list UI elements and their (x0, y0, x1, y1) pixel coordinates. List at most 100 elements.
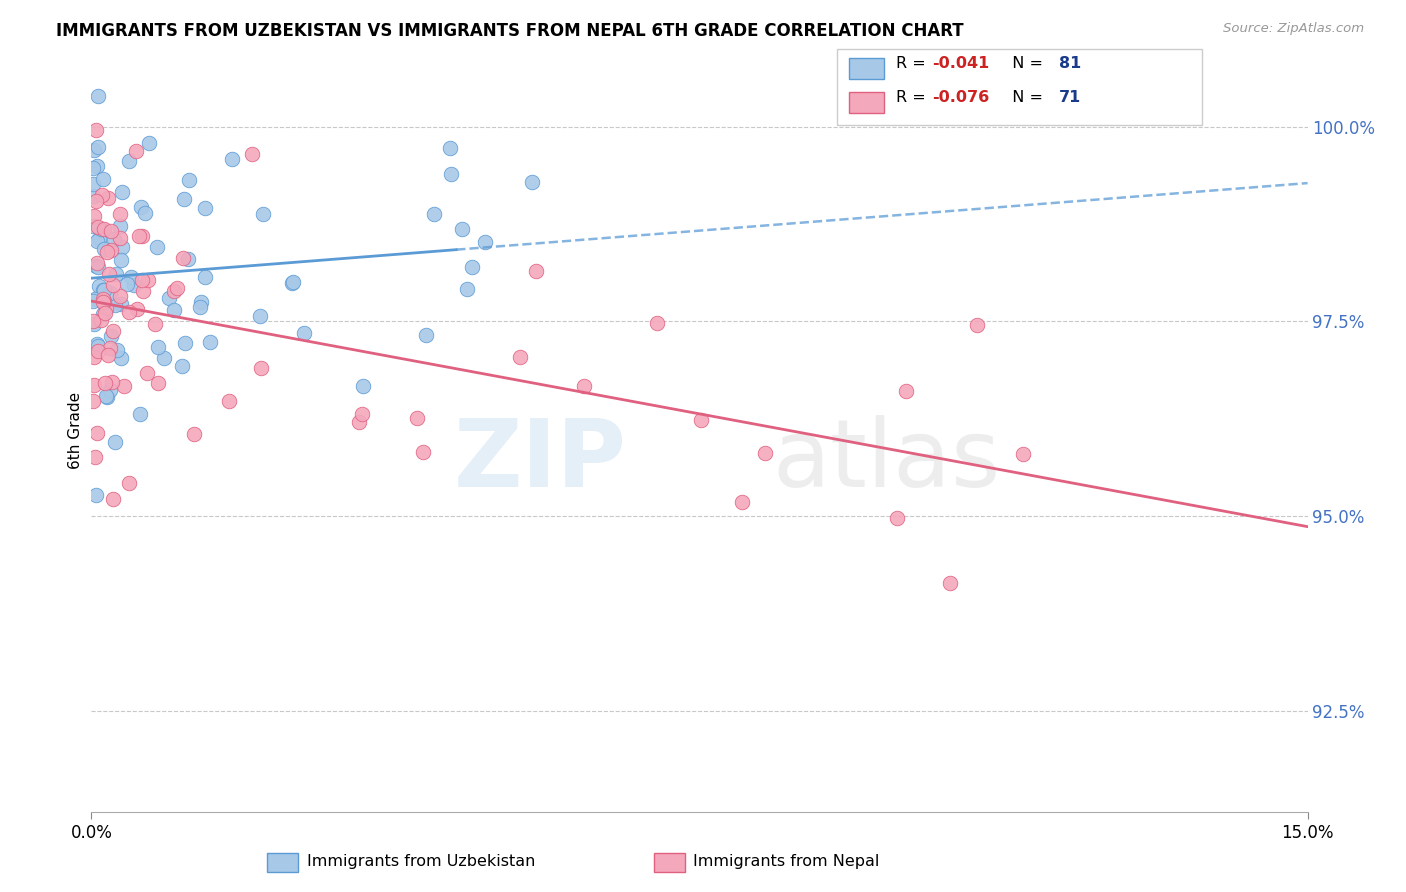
Point (173, 192, 195, 206)
Point (194, 270, 217, 285)
Point (83, 292, 105, 306)
Point (82, 177, 104, 191)
Point (101, 324, 124, 338)
Text: -0.076: -0.076 (932, 90, 990, 105)
Point (252, 207, 274, 221)
Point (347, 416, 370, 430)
Point (939, 576, 962, 591)
Point (83, 378, 105, 392)
Point (87, 219, 110, 234)
Point (94, 301, 117, 316)
Point (412, 445, 434, 459)
Point (439, 167, 461, 181)
Point (131, 228, 153, 243)
Point (96, 244, 118, 259)
Point (87, 343, 110, 358)
Point (218, 394, 240, 409)
Text: ZIP: ZIP (454, 415, 627, 507)
Point (82, 293, 104, 308)
Point (731, 494, 754, 508)
Point (83, 350, 105, 364)
Point (86, 426, 108, 441)
Point (690, 413, 713, 427)
Point (94, 376, 117, 391)
Point (87, 339, 110, 353)
Point (115, 277, 138, 291)
Point (886, 511, 908, 525)
Text: 71: 71 (1059, 90, 1081, 105)
Point (966, 318, 988, 332)
Point (91, 295, 114, 310)
Point (86, 256, 108, 270)
Point (163, 303, 186, 318)
Point (136, 366, 159, 380)
Point (91, 187, 114, 202)
Point (194, 201, 217, 215)
Point (90, 313, 112, 327)
Point (221, 152, 243, 166)
Point (127, 301, 149, 316)
Point (461, 260, 484, 274)
Point (86, 337, 108, 351)
Point (110, 231, 132, 245)
Point (108, 207, 131, 221)
Point (110, 219, 132, 234)
Point (292, 326, 315, 340)
Point (172, 359, 194, 373)
Point (128, 407, 150, 421)
Point (103, 277, 125, 292)
Point (281, 275, 304, 289)
Point (101, 375, 124, 389)
Text: R =: R = (896, 56, 931, 71)
Point (98, 286, 121, 301)
Point (350, 407, 373, 421)
Point (91, 295, 114, 310)
Point (138, 136, 160, 151)
Point (474, 235, 496, 249)
Point (136, 272, 159, 286)
Point (146, 376, 169, 390)
Point (352, 379, 374, 393)
Point (84, 259, 107, 273)
Point (190, 300, 212, 314)
Point (93, 243, 115, 257)
Point (82, 314, 104, 328)
Point (83, 143, 105, 157)
Point (143, 317, 166, 331)
Point (122, 278, 145, 293)
Point (100, 224, 122, 238)
Point (96, 390, 118, 404)
Text: Source: ZipAtlas.com: Source: ZipAtlas.com (1223, 22, 1364, 36)
Point (86, 160, 108, 174)
Point (524, 263, 547, 277)
Text: 81: 81 (1059, 56, 1081, 71)
Point (90, 222, 112, 236)
Point (125, 144, 148, 158)
Point (249, 309, 271, 323)
Point (91, 171, 114, 186)
Point (93, 292, 115, 306)
Point (415, 327, 437, 342)
Point (131, 272, 153, 286)
Point (451, 222, 474, 236)
Point (87, 260, 110, 275)
Point (118, 305, 141, 319)
Point (647, 316, 669, 330)
Point (111, 185, 134, 199)
Point (83, 209, 105, 223)
Point (97, 191, 120, 205)
Point (93, 293, 115, 308)
Point (91, 283, 114, 297)
Point (153, 351, 176, 365)
Point (87, 88, 110, 103)
Point (183, 427, 205, 442)
Point (173, 335, 195, 350)
Point (100, 243, 122, 257)
Point (754, 446, 776, 460)
Point (157, 291, 180, 305)
Point (104, 267, 127, 281)
Point (100, 329, 122, 343)
Text: -0.041: -0.041 (932, 56, 990, 71)
Point (112, 379, 135, 393)
Text: N =: N = (1002, 56, 1049, 71)
